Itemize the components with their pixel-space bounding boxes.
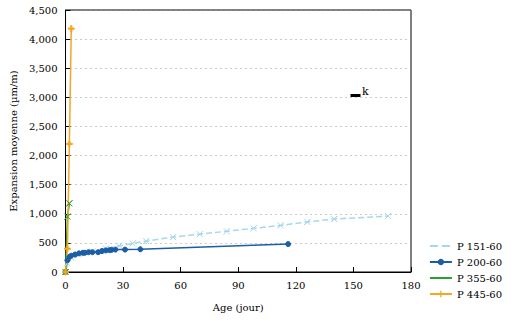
svg-text:90: 90 bbox=[232, 280, 245, 291]
svg-text:4,500: 4,500 bbox=[29, 5, 58, 16]
svg-text:500: 500 bbox=[38, 237, 57, 248]
svg-text:4,000: 4,000 bbox=[29, 34, 58, 45]
svg-text:P 445-60: P 445-60 bbox=[457, 289, 502, 300]
svg-text:60: 60 bbox=[174, 280, 187, 291]
svg-text:2,500: 2,500 bbox=[29, 121, 58, 132]
svg-text:1,000: 1,000 bbox=[29, 208, 58, 219]
svg-text:1,500: 1,500 bbox=[29, 179, 58, 190]
svg-text:3,000: 3,000 bbox=[29, 92, 58, 103]
svg-text:2,000: 2,000 bbox=[29, 150, 58, 161]
svg-text:30: 30 bbox=[117, 280, 130, 291]
svg-text:Age (jour): Age (jour) bbox=[212, 302, 264, 313]
svg-text:120: 120 bbox=[286, 280, 305, 291]
svg-text:P 151-60: P 151-60 bbox=[457, 241, 502, 252]
svg-text:0: 0 bbox=[51, 267, 57, 278]
svg-text:P 355-60: P 355-60 bbox=[457, 273, 502, 284]
svg-text:0: 0 bbox=[62, 280, 68, 291]
svg-text:150: 150 bbox=[344, 280, 363, 291]
svg-text:P 200-60: P 200-60 bbox=[457, 257, 502, 268]
svg-text:Expansion moyenne (µm/m): Expansion moyenne (µm/m) bbox=[8, 70, 19, 211]
svg-text:3,500: 3,500 bbox=[29, 63, 58, 74]
svg-text:180: 180 bbox=[401, 280, 420, 291]
svg-text:k: k bbox=[362, 85, 369, 98]
